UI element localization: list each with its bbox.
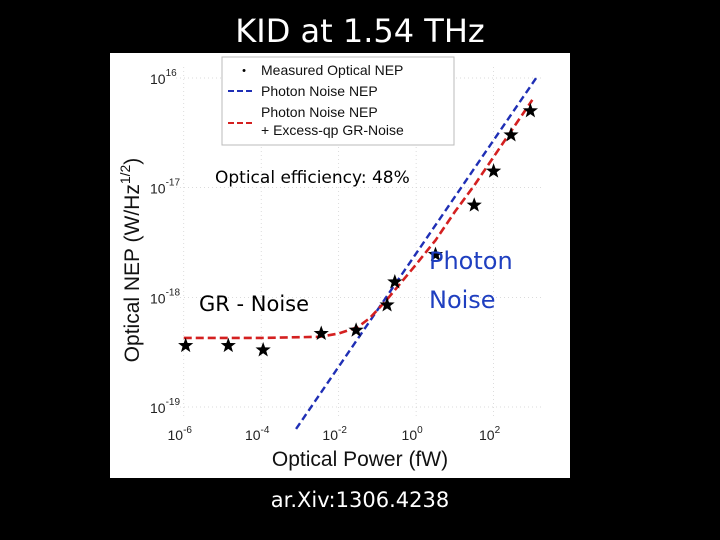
x-tick-label: 102 xyxy=(479,425,501,443)
slide-title: KID at 1.54 THz xyxy=(235,12,485,50)
x-tick-label: 10-6 xyxy=(168,425,193,443)
x-tick-label: 100 xyxy=(402,425,424,443)
measured-point xyxy=(255,341,271,357)
gr-noise-annotation: GR - Noise xyxy=(199,292,309,316)
x-tick-exponent: 0 xyxy=(417,425,423,436)
x-tick-exponent: 2 xyxy=(495,425,501,436)
y-tick-label: 10-18 xyxy=(150,287,180,306)
y-axis-label: Optical NEP (W/Hz1/2) xyxy=(117,158,144,363)
series-layer xyxy=(178,77,538,430)
x-tick-exponent: -4 xyxy=(261,425,270,436)
measured-point xyxy=(178,337,194,353)
measured-point xyxy=(379,297,395,312)
x-tick-base: 10 xyxy=(479,427,495,443)
y-tick-label: 10-19 xyxy=(150,397,180,416)
grid-layer xyxy=(176,67,542,418)
y-tick-exponent: -18 xyxy=(166,287,181,298)
legend-label-measured: Measured Optical NEP xyxy=(261,62,403,78)
legend-box xyxy=(221,56,455,146)
slide-footer: ar.Xiv:1306.4238 xyxy=(270,488,450,512)
x-tick-label: 10-4 xyxy=(245,425,270,443)
measured-point xyxy=(466,197,482,212)
photon-noise-annotation-line1: Photon xyxy=(429,247,513,275)
x-tick-exponent: -2 xyxy=(338,425,347,436)
x-tick-base: 10 xyxy=(322,427,338,443)
legend-label-photon: Photon Noise NEP xyxy=(261,83,378,99)
measured-point xyxy=(522,102,538,118)
y-axis-label-sup: 1/2 xyxy=(117,164,133,184)
measured-point xyxy=(313,325,329,341)
photon-noise-line xyxy=(295,77,538,430)
x-axis-label: Optical Power (fW) xyxy=(272,448,448,471)
y-tick-label: 1016 xyxy=(150,68,177,87)
y-tick-exponent: -19 xyxy=(166,397,181,408)
y-tick-exponent: 16 xyxy=(166,68,178,79)
y-tick-base: 10 xyxy=(150,71,166,87)
y-tick-base: 10 xyxy=(150,400,166,416)
measured-point xyxy=(427,246,444,262)
x-tick-base: 10 xyxy=(168,427,184,443)
y-axis-label-tail: ) xyxy=(121,158,144,165)
measured-point xyxy=(220,337,236,353)
photon-noise-annotation-line2: Noise xyxy=(429,286,496,314)
measured-point xyxy=(348,322,364,337)
y-tick-label: 10-17 xyxy=(150,178,180,197)
measured-point xyxy=(387,273,403,289)
legend-marker-measured: • xyxy=(242,65,246,77)
x-tick-exponent: -6 xyxy=(183,425,192,436)
legend: • Measured Optical NEP Photon Noise NEP … xyxy=(221,56,455,146)
legend-label-gr: Photon Noise NEP xyxy=(261,104,378,120)
y-tick-exponent: -17 xyxy=(166,178,181,189)
legend-label-gr-line2: + Excess-qp GR-Noise xyxy=(261,122,404,138)
measured-point xyxy=(503,127,519,142)
x-tick-base: 10 xyxy=(245,427,261,443)
y-tick-base: 10 xyxy=(150,290,166,306)
y-tick-base: 10 xyxy=(150,181,166,197)
y-axis-label-main: Optical NEP (W/Hz xyxy=(121,184,144,362)
measured-point xyxy=(485,163,502,178)
efficiency-annotation: Optical efficiency: 48% xyxy=(215,168,410,188)
x-tick-label: 10-2 xyxy=(322,425,347,443)
x-tick-base: 10 xyxy=(402,427,418,443)
